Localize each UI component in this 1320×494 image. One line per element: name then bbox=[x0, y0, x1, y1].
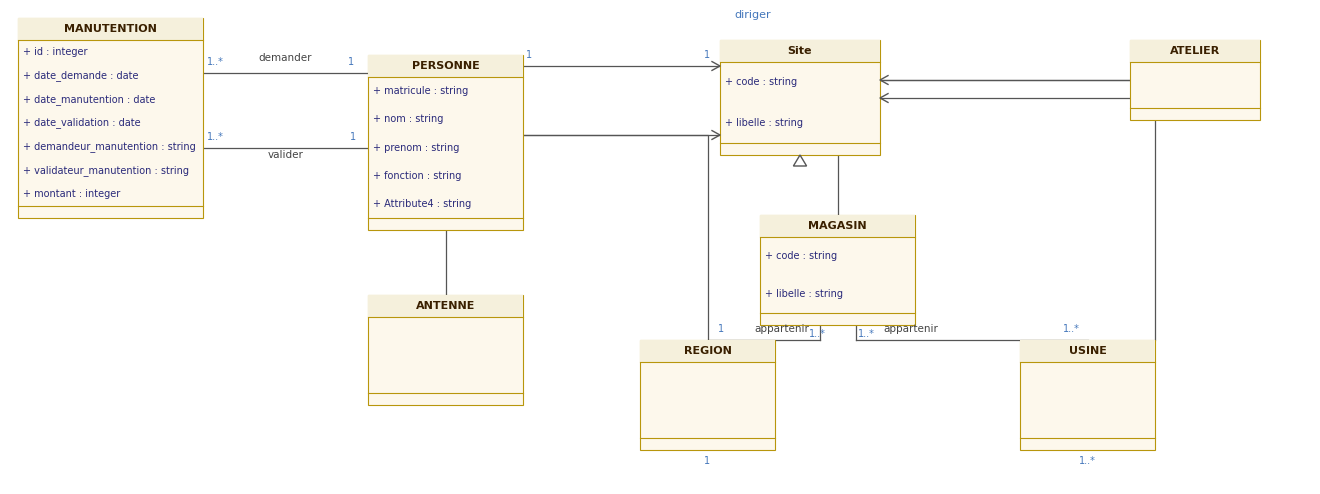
Text: 1..*: 1..* bbox=[809, 329, 826, 339]
Polygon shape bbox=[793, 155, 807, 166]
Bar bbox=[368, 295, 523, 317]
Text: 1: 1 bbox=[705, 456, 710, 466]
Bar bbox=[1130, 40, 1261, 120]
Text: 1: 1 bbox=[348, 57, 354, 67]
Text: + code : string: + code : string bbox=[725, 77, 797, 87]
Text: + montant : integer: + montant : integer bbox=[22, 189, 120, 199]
Bar bbox=[640, 340, 775, 450]
Bar bbox=[1130, 40, 1261, 62]
Bar bbox=[368, 55, 523, 77]
Text: 1..*: 1..* bbox=[1078, 456, 1096, 466]
Text: + Attribute4 : string: + Attribute4 : string bbox=[374, 199, 471, 209]
Text: Site: Site bbox=[788, 46, 812, 56]
Bar bbox=[640, 340, 775, 362]
Text: + libelle : string: + libelle : string bbox=[766, 289, 843, 299]
Bar bbox=[760, 215, 915, 237]
Text: demander: demander bbox=[259, 53, 313, 63]
Bar bbox=[1020, 340, 1155, 362]
Text: REGION: REGION bbox=[684, 346, 731, 356]
Text: 1: 1 bbox=[718, 324, 723, 334]
Text: + id : integer: + id : integer bbox=[22, 47, 87, 57]
Text: + date_demande : date: + date_demande : date bbox=[22, 70, 139, 81]
Bar bbox=[719, 40, 880, 155]
Text: 1: 1 bbox=[350, 132, 356, 142]
Bar bbox=[1020, 340, 1155, 450]
Text: 1..*: 1..* bbox=[1063, 324, 1080, 334]
Text: + nom : string: + nom : string bbox=[374, 114, 444, 124]
Text: 1: 1 bbox=[525, 50, 532, 60]
Text: + validateur_manutention : string: + validateur_manutention : string bbox=[22, 165, 189, 176]
Text: ANTENNE: ANTENNE bbox=[416, 301, 475, 311]
Bar bbox=[18, 18, 203, 40]
Text: 1..*: 1..* bbox=[207, 57, 224, 67]
Text: valider: valider bbox=[268, 150, 304, 160]
Text: + code : string: + code : string bbox=[766, 251, 837, 261]
Text: 1..*: 1..* bbox=[858, 329, 874, 339]
Text: 1..*: 1..* bbox=[207, 132, 224, 142]
Text: diriger: diriger bbox=[734, 10, 771, 20]
Text: appartenir: appartenir bbox=[754, 325, 809, 334]
Text: ATELIER: ATELIER bbox=[1170, 46, 1220, 56]
Bar bbox=[368, 295, 523, 405]
Text: MAGASIN: MAGASIN bbox=[808, 221, 867, 231]
Text: + fonction : string: + fonction : string bbox=[374, 171, 462, 181]
Bar bbox=[368, 55, 523, 230]
Text: MANUTENTION: MANUTENTION bbox=[65, 24, 157, 34]
Bar bbox=[18, 18, 203, 218]
Text: PERSONNE: PERSONNE bbox=[412, 61, 479, 71]
Text: USINE: USINE bbox=[1069, 346, 1106, 356]
Bar bbox=[760, 215, 915, 325]
Text: + demandeur_manutention : string: + demandeur_manutention : string bbox=[22, 141, 195, 152]
Text: + libelle : string: + libelle : string bbox=[725, 118, 803, 128]
Text: + date_validation : date: + date_validation : date bbox=[22, 118, 141, 128]
Text: + matricule : string: + matricule : string bbox=[374, 86, 469, 96]
Bar bbox=[719, 40, 880, 62]
Text: appartenir: appartenir bbox=[883, 325, 939, 334]
Text: + date_manutention : date: + date_manutention : date bbox=[22, 94, 156, 105]
Text: + prenom : string: + prenom : string bbox=[374, 142, 459, 153]
Text: 1: 1 bbox=[704, 50, 710, 60]
